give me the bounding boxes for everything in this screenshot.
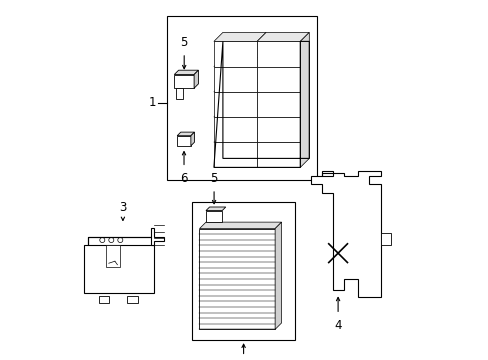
Polygon shape xyxy=(176,88,183,99)
Bar xyxy=(192,202,294,340)
Polygon shape xyxy=(177,136,190,146)
Polygon shape xyxy=(205,211,222,222)
Polygon shape xyxy=(205,207,225,211)
Text: 3: 3 xyxy=(119,201,126,214)
Bar xyxy=(127,296,137,303)
Polygon shape xyxy=(213,133,265,142)
Bar xyxy=(99,296,108,303)
Text: 4: 4 xyxy=(334,319,341,332)
Polygon shape xyxy=(257,41,300,67)
Polygon shape xyxy=(213,58,265,67)
Polygon shape xyxy=(213,32,265,41)
Polygon shape xyxy=(213,41,257,67)
Polygon shape xyxy=(257,108,309,117)
Polygon shape xyxy=(257,67,300,92)
Polygon shape xyxy=(257,92,300,117)
Bar xyxy=(199,229,275,329)
Text: 5: 5 xyxy=(210,172,217,185)
Polygon shape xyxy=(190,132,194,146)
Polygon shape xyxy=(213,108,265,117)
Bar xyxy=(381,233,390,245)
Polygon shape xyxy=(199,222,281,229)
Bar xyxy=(167,16,316,180)
Polygon shape xyxy=(213,67,257,92)
Text: 6: 6 xyxy=(180,172,187,185)
Text: 1: 1 xyxy=(148,96,156,109)
Polygon shape xyxy=(213,92,257,117)
Polygon shape xyxy=(174,70,198,75)
Polygon shape xyxy=(257,133,309,142)
Bar xyxy=(106,245,120,267)
Polygon shape xyxy=(257,117,300,142)
Polygon shape xyxy=(177,132,194,136)
Polygon shape xyxy=(257,32,309,41)
Polygon shape xyxy=(88,229,163,244)
Polygon shape xyxy=(257,58,309,67)
Polygon shape xyxy=(213,83,265,92)
Polygon shape xyxy=(275,222,281,329)
Polygon shape xyxy=(310,171,381,297)
Polygon shape xyxy=(174,75,194,88)
Polygon shape xyxy=(213,117,257,142)
Polygon shape xyxy=(300,32,309,167)
Polygon shape xyxy=(257,83,309,92)
Polygon shape xyxy=(257,142,300,167)
Polygon shape xyxy=(213,142,257,167)
Polygon shape xyxy=(194,70,198,88)
Polygon shape xyxy=(84,244,154,293)
Text: 5: 5 xyxy=(180,36,187,49)
